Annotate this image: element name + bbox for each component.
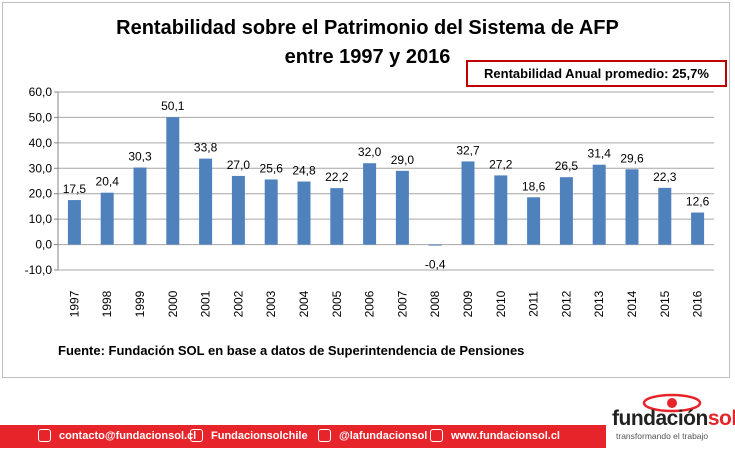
data-label: 27,2 (489, 157, 513, 171)
bar (199, 158, 213, 245)
y-tick-label: 50,0 (29, 110, 53, 124)
data-label: 18,6 (522, 179, 546, 193)
bar (658, 187, 672, 245)
footer-website[interactable]: www.fundacionsol.cl (430, 425, 560, 448)
twitter-icon (318, 428, 331, 442)
source-note: Fuente: Fundación SOL en base a datos de… (58, 343, 525, 358)
bar (559, 177, 573, 245)
data-label: 22,2 (325, 170, 349, 184)
footer-twitter[interactable]: @lafundacionsol (318, 425, 427, 448)
x-tick-label: 1997 (67, 290, 81, 317)
data-label: 20,4 (96, 175, 120, 189)
bar (592, 164, 606, 245)
x-tick-label: 2015 (658, 290, 672, 317)
x-tick-label: 2013 (592, 290, 606, 317)
x-tick-label: 2005 (330, 290, 344, 317)
x-tick-label: 2014 (625, 290, 639, 317)
footer-bar: contacto@fundacionsol.cl Fundacionsolchi… (0, 425, 606, 448)
y-tick-label: 10,0 (29, 212, 53, 226)
x-tick-label: 1999 (133, 290, 147, 317)
data-label: 50,1 (161, 99, 185, 113)
footer-website-text: www.fundacionsol.cl (451, 430, 560, 442)
bar (67, 200, 81, 245)
bar (395, 170, 409, 245)
footer-twitter-text: @lafundacionsol (339, 430, 428, 442)
logo-word-b: sol (707, 407, 735, 430)
footer-email-text: contacto@fundacionsol.cl (59, 430, 197, 442)
x-tick-label: 2008 (428, 290, 442, 317)
data-label: -0,4 (425, 258, 446, 272)
x-tick-label: 2002 (231, 290, 245, 317)
link-icon (430, 428, 443, 442)
bar (264, 179, 278, 245)
bar (330, 188, 344, 245)
x-tick-label: 2007 (395, 290, 409, 317)
footer-facebook[interactable]: Fundacionsolchile (190, 425, 308, 448)
data-label: 17,5 (63, 182, 87, 196)
bar (691, 212, 705, 245)
bar (461, 161, 475, 245)
bar (166, 117, 180, 245)
x-tick-label: 2003 (264, 290, 278, 317)
footer-facebook-text: Fundacionsolchile (211, 430, 308, 442)
logo-wordmark: fundaciónsol (612, 407, 735, 431)
x-tick-label: 2006 (363, 290, 377, 317)
x-tick-label: 2011 (527, 291, 541, 317)
chart-title-line-1: Rentabilidad sobre el Patrimonio del Sis… (116, 17, 619, 39)
x-tick-label: 2004 (297, 290, 311, 317)
bar (133, 167, 147, 245)
data-label: 29,0 (391, 153, 415, 167)
data-label: 29,6 (620, 151, 644, 165)
data-label: 12,6 (686, 195, 710, 209)
email-icon (38, 428, 51, 442)
bar (527, 197, 541, 245)
y-tick-label: 30,0 (29, 161, 53, 175)
x-tick-label: 1998 (100, 290, 114, 317)
footer-email[interactable]: contacto@fundacionsol.cl (38, 425, 196, 448)
fundacion-sol-logo: fundaciónsol transformando el trabajo (612, 391, 735, 447)
data-label: 24,8 (292, 164, 316, 178)
bar-chart: -10,0 0,0 10,0 20,0 30,0 40,0 50,0 60,0 17,5 1997… (25, 85, 714, 317)
y-tick-label: 60,0 (29, 85, 53, 99)
logo-sun-icon (642, 393, 702, 413)
y-tick-label: 0,0 (35, 238, 52, 252)
bar (625, 169, 639, 245)
average-return-box: Rentabilidad Anual promedio: 25,7% (466, 60, 727, 87)
data-label: 25,6 (260, 161, 284, 175)
bar (231, 175, 245, 245)
y-tick-label: 40,0 (29, 136, 53, 150)
bar (494, 175, 508, 245)
y-tick-label: 20,0 (29, 187, 53, 201)
data-label: 32,0 (358, 145, 382, 159)
chart-title: Rentabilidad sobre el Patrimonio del Sis… (0, 14, 735, 72)
bar (297, 181, 311, 245)
bar (428, 244, 442, 246)
x-tick-label: 2009 (461, 290, 475, 317)
logo-word-a: fundación (612, 407, 708, 430)
x-tick-label: 2001 (199, 290, 213, 317)
y-tick-label: -10,0 (25, 263, 53, 277)
logo-tagline: transformando el trabajo (616, 431, 709, 441)
x-tick-label: 2012 (559, 290, 573, 317)
chart-title-line-2: entre 1997 y 2016 (284, 46, 451, 68)
x-tick-label: 2010 (494, 290, 508, 317)
data-label: 22,3 (653, 170, 677, 184)
data-label: 26,5 (555, 159, 579, 173)
data-label: 31,4 (588, 147, 612, 161)
data-label: 32,7 (456, 143, 480, 157)
data-label: 30,3 (128, 150, 152, 164)
facebook-icon (190, 428, 203, 442)
x-tick-label: 2000 (166, 290, 180, 317)
data-label: 33,8 (194, 141, 218, 155)
data-label: 27,0 (227, 158, 251, 172)
bar (100, 192, 114, 245)
x-tick-label: 2016 (691, 290, 705, 317)
bar (363, 163, 377, 245)
